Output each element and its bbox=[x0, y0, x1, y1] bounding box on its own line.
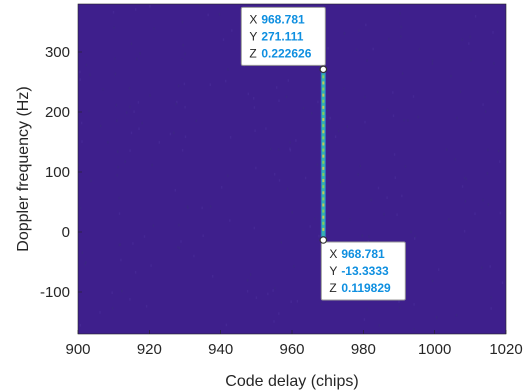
datatip-marker[interactable] bbox=[319, 65, 328, 74]
x-axis-label: Code delay (chips) bbox=[225, 373, 358, 390]
datatip[interactable]: X 968.781 Y -13.3333 Z 0.119829 bbox=[319, 236, 406, 301]
datatip-key: Y bbox=[249, 29, 257, 43]
x-axis: 900 920 940 960 980 1000 1020 bbox=[65, 330, 523, 358]
x-tick-label: 960 bbox=[279, 341, 304, 358]
datatip-marker[interactable] bbox=[319, 236, 328, 244]
x-tick-label: 980 bbox=[351, 341, 376, 358]
datatip-value: 0.119829 bbox=[341, 281, 391, 295]
x-tick-label: 940 bbox=[208, 341, 233, 358]
y-tick-label: 0 bbox=[62, 224, 70, 241]
y-tick-label: 100 bbox=[45, 164, 70, 181]
datatip-value: 0.222626 bbox=[261, 46, 311, 60]
y-tick-label: 200 bbox=[45, 104, 70, 121]
datatips: X 968.781 Y 271.111 Z 0.222626 X 968.781 Y -13.33… bbox=[240, 6, 406, 301]
correlation-peak bbox=[320, 69, 326, 240]
x-tick-label: 1000 bbox=[418, 341, 451, 358]
datatip-key: X bbox=[249, 12, 257, 26]
datatip-box bbox=[240, 6, 326, 66]
datatip-key: Z bbox=[249, 46, 256, 60]
datatip-key: X bbox=[329, 247, 337, 261]
datatip-value: -13.3333 bbox=[341, 264, 389, 278]
y-axis: -100 0 100 200 300 bbox=[40, 44, 82, 301]
x-tick-label: 1020 bbox=[489, 341, 522, 358]
datatip-value: 968.781 bbox=[261, 12, 305, 26]
datatip-key: Y bbox=[329, 264, 337, 278]
x-tick-label: 920 bbox=[137, 341, 162, 358]
x-tick-label: 900 bbox=[65, 341, 90, 358]
datatip-key: Z bbox=[329, 281, 336, 295]
datatip-value: 968.781 bbox=[341, 247, 385, 261]
y-axis-label: Doppler frequency (Hz) bbox=[15, 86, 32, 251]
datatip[interactable]: X 968.781 Y 271.111 Z 0.222626 bbox=[240, 6, 328, 74]
datatip-box bbox=[320, 241, 406, 301]
y-tick-label: 300 bbox=[45, 44, 70, 61]
datatip-value: 271.111 bbox=[261, 29, 303, 43]
y-tick-label: -100 bbox=[40, 284, 70, 301]
